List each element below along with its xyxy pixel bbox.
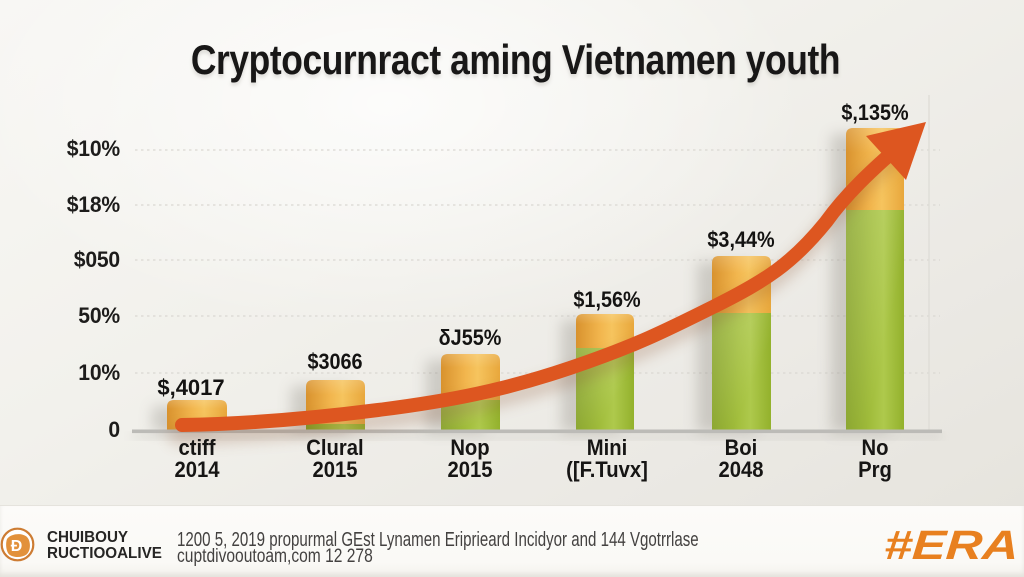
svg-text:Đ: Đ bbox=[11, 538, 23, 555]
